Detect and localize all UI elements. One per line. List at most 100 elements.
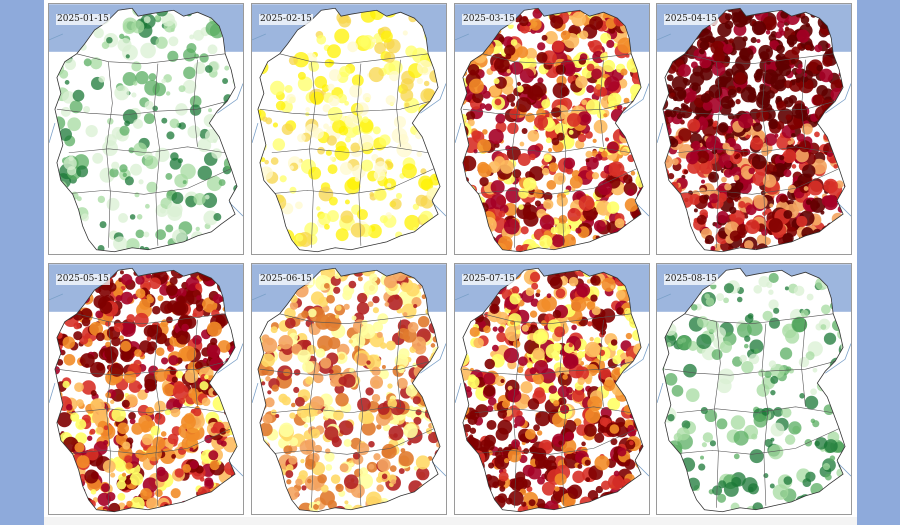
country-outline — [662, 267, 846, 513]
panel-date-label: 2025-08-15 — [664, 274, 718, 285]
country-outline — [257, 7, 441, 253]
state-border — [309, 321, 316, 508]
state-border — [193, 59, 198, 147]
river-line — [252, 122, 259, 143]
state-border — [271, 406, 429, 414]
state-border — [466, 168, 638, 195]
country-outline — [460, 267, 644, 513]
state-border — [684, 53, 834, 64]
germany-map-3 — [455, 4, 649, 253]
map-panel-5: 2025-05-15 — [48, 263, 244, 515]
state-border — [482, 53, 632, 64]
state-border — [263, 168, 435, 195]
river-line — [634, 461, 649, 477]
state-border — [668, 168, 840, 195]
state-border — [761, 323, 769, 506]
river-line — [836, 201, 851, 217]
state-border — [761, 63, 769, 246]
river-line — [420, 83, 446, 114]
river-line — [420, 343, 446, 374]
germany-map-8 — [657, 264, 851, 513]
river-line — [825, 343, 851, 374]
river-line — [217, 83, 243, 114]
state-border — [559, 63, 567, 246]
state-border — [466, 428, 638, 455]
state-border — [309, 61, 316, 248]
country-outline — [662, 7, 846, 253]
state-border — [801, 319, 806, 407]
river-line — [455, 33, 470, 41]
state-border — [106, 61, 113, 248]
state-border — [263, 428, 435, 455]
bottom-strip — [44, 517, 857, 525]
state-border — [68, 146, 226, 154]
map-panel-1: 2025-01-15 — [48, 3, 244, 255]
map-panel-4: 2025-04-15 — [656, 3, 852, 255]
river-line — [836, 461, 851, 477]
state-border — [259, 360, 431, 376]
state-border — [462, 100, 634, 116]
state-border — [676, 146, 834, 154]
river-line — [431, 461, 446, 477]
state-border — [60, 428, 232, 455]
river-line — [455, 382, 462, 403]
state-border — [512, 321, 519, 508]
river-line — [623, 83, 649, 114]
state-border — [474, 146, 632, 154]
state-border — [714, 321, 721, 508]
river-line — [49, 122, 56, 143]
anomaly-field — [54, 268, 238, 512]
state-border — [76, 313, 226, 324]
state-border — [279, 313, 429, 324]
state-border — [668, 428, 840, 455]
river-line — [455, 293, 470, 301]
panel-date-label: 2025-04-15 — [664, 14, 718, 25]
river-line — [634, 201, 649, 217]
river-line — [49, 293, 64, 301]
state-border — [396, 319, 401, 407]
river-line — [228, 461, 243, 477]
river-line — [455, 122, 462, 143]
country-outline — [257, 267, 441, 513]
map-panel-6: 2025-06-15 — [251, 263, 447, 515]
country-outline — [54, 7, 238, 253]
state-border — [801, 59, 806, 147]
state-border — [664, 100, 836, 116]
state-border — [60, 168, 232, 195]
country-outline — [54, 267, 238, 513]
germany-map-1 — [49, 4, 243, 253]
state-border — [56, 360, 228, 376]
panel-date-label: 2025-03-15 — [462, 14, 516, 25]
river-line — [252, 382, 259, 403]
river-line — [252, 293, 267, 301]
germany-map-5 — [49, 264, 243, 513]
state-border — [106, 321, 113, 508]
state-border — [599, 59, 604, 147]
germany-map-4 — [657, 4, 851, 253]
germany-map-2 — [252, 4, 446, 253]
state-border — [482, 313, 632, 324]
river-line — [252, 33, 267, 41]
state-border — [462, 360, 634, 376]
state-border — [676, 406, 834, 414]
state-border — [474, 406, 632, 414]
map-panel-3: 2025-03-15 — [454, 3, 650, 255]
map-panel-grid: 2025-01-15 2025-02-15 2025-03-15 2025-04… — [44, 0, 857, 525]
river-line — [217, 343, 243, 374]
state-border — [599, 319, 604, 407]
panel-date-label: 2025-02-15 — [259, 14, 313, 25]
state-border — [76, 53, 226, 64]
state-border — [68, 406, 226, 414]
state-border — [193, 319, 198, 407]
state-border — [684, 313, 834, 324]
state-border — [559, 323, 567, 506]
river-line — [657, 33, 672, 41]
state-border — [56, 100, 228, 116]
country-outline — [460, 7, 644, 253]
river-line — [657, 122, 664, 143]
map-panel-2: 2025-02-15 — [251, 3, 447, 255]
map-panel-7: 2025-07-15 — [454, 263, 650, 515]
river-line — [657, 293, 672, 301]
state-border — [153, 63, 161, 246]
panel-date-label: 2025-01-15 — [56, 14, 110, 25]
